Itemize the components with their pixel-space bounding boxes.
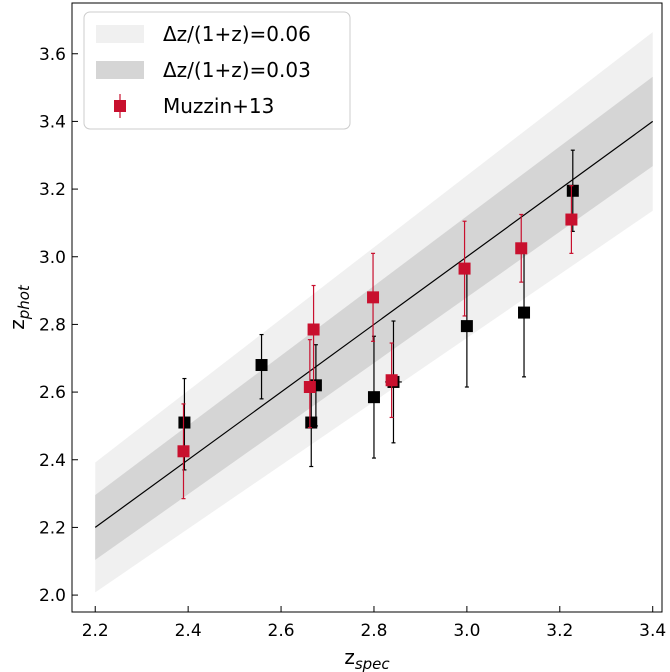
x-tick-label: 2.2: [82, 621, 109, 641]
one-to-one-line-layer: [94, 120, 654, 528]
data-point: [565, 185, 578, 254]
bands-layer: [95, 32, 653, 593]
marker-square: [565, 213, 578, 226]
marker-square: [458, 262, 471, 275]
legend-entry: Δz/(1+z)=0.03: [96, 58, 311, 82]
marker-square: [367, 291, 380, 304]
legend-box: [83, 11, 351, 130]
data-point: [307, 284, 320, 388]
x-tick-label: 2.4: [175, 621, 202, 641]
y-tick-label: 3.0: [39, 248, 66, 268]
data-point: [255, 333, 268, 400]
marker-square: [566, 184, 579, 197]
y-tick-label: 2.6: [39, 383, 66, 403]
marker-square: [385, 374, 398, 387]
marker-square: [518, 306, 531, 319]
x-tick-label: 3.0: [453, 621, 480, 641]
data-point: [303, 339, 316, 429]
legend-label: Δz/(1+z)=0.06: [163, 22, 311, 46]
y-tick-label: 2.4: [39, 451, 66, 471]
legend: Δz/(1+z)=0.06 Δz/(1+z)=0.03 Muzzin+13: [83, 11, 351, 130]
marker-square: [255, 359, 268, 372]
points-layer: [177, 149, 579, 500]
marker-square: [460, 320, 473, 333]
marker-square: [515, 242, 528, 255]
data-point: [515, 213, 528, 283]
legend-swatch: [96, 61, 144, 79]
x-tick-label: 3.4: [639, 621, 666, 641]
y-tick-label: 3.4: [39, 112, 66, 132]
y-tick-label: 3.2: [39, 180, 66, 200]
data-point: [518, 247, 531, 378]
data-point: [458, 220, 471, 317]
x-tick-label: 2.8: [360, 621, 387, 641]
y-tick-label: 3.6: [39, 45, 66, 65]
x-axis-label: zspec: [344, 645, 390, 672]
x-tick-label: 2.6: [268, 621, 295, 641]
x-tick-label: 3.2: [546, 621, 573, 641]
legend-entry: Δz/(1+z)=0.06: [96, 22, 311, 46]
y-tick-label: 2.2: [39, 518, 66, 538]
one-to-one-line: [94, 120, 654, 528]
legend-entry: Muzzin+13: [114, 94, 274, 118]
data-point: [385, 342, 398, 419]
marker-square: [367, 391, 380, 404]
band-1: [95, 76, 653, 560]
y-axis-label: zphot: [5, 284, 33, 330]
legend-marker: [114, 100, 126, 112]
legend-label: Δz/(1+z)=0.03: [163, 58, 311, 82]
data-point: [177, 403, 190, 500]
marker-square: [178, 416, 191, 429]
legend-label: Muzzin+13: [163, 94, 274, 118]
marker-square: [177, 445, 190, 458]
plot-frame: [71, 2, 663, 613]
y-tick-label: 2.0: [39, 586, 66, 606]
marker-square: [303, 381, 316, 394]
ticks-layer: 2.2 2.4 2.6 2.8 3.0 3.2 3.4 2.0 2.2 2.4 2.6 2.8 3.0 3…: [39, 45, 666, 641]
y-tick-label: 2.8: [39, 315, 66, 335]
data-point: [367, 252, 380, 342]
legend-swatch: [96, 25, 144, 43]
marker-square: [307, 323, 320, 336]
